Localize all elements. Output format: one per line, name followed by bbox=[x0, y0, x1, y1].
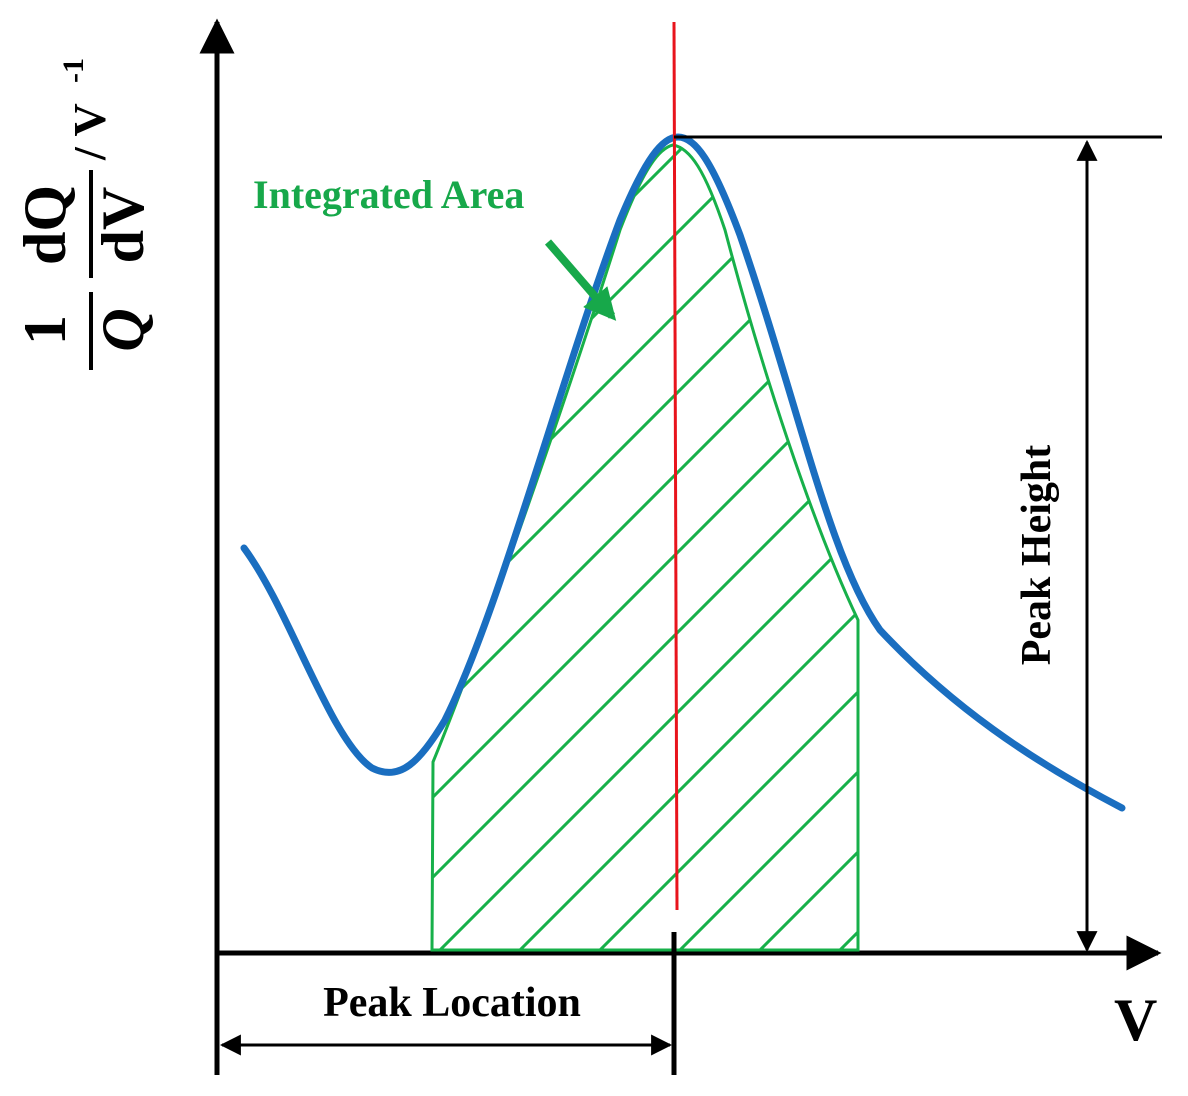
peak-marker-line bbox=[672, 21, 679, 911]
integrated-area-label: Integrated Area bbox=[253, 172, 524, 217]
y-axis-label-unit-exp: -1 bbox=[57, 58, 90, 83]
y-axis-label-q: Q bbox=[90, 308, 156, 351]
y-axis-label-one: 1 bbox=[12, 315, 78, 345]
y-axis-label-dq: dQ bbox=[12, 185, 78, 265]
x-axis-label: V bbox=[1114, 987, 1157, 1053]
y-axis-label: 1 Q dQ dV / V -1 bbox=[12, 58, 156, 370]
y-axis-label-dv: dV bbox=[90, 187, 156, 264]
integrated-area-pointer-arrow bbox=[544, 239, 617, 321]
peak-location-label: Peak Location bbox=[323, 980, 581, 1026]
y-axis-label-unit: / V bbox=[64, 103, 115, 161]
dq-dv-curve bbox=[240, 133, 1126, 812]
integrated-area-hatch bbox=[432, 145, 858, 950]
peak-height-label: Peak Height bbox=[1014, 445, 1060, 665]
